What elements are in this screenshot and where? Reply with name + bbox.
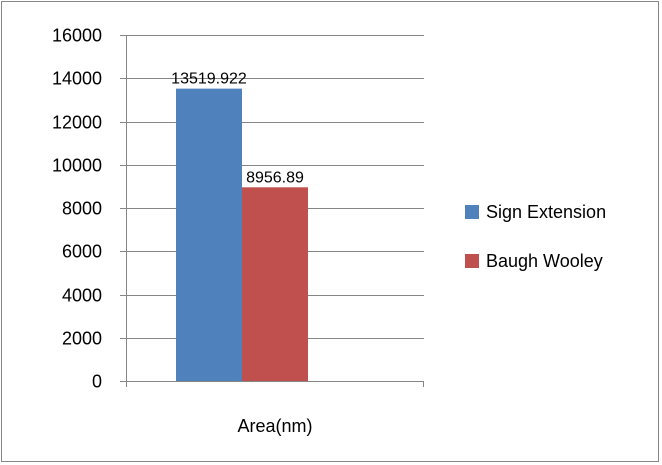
bar-baugh-wooley (242, 187, 308, 381)
y-tick-label: 10000 (52, 156, 102, 176)
legend-label: Sign Extension (486, 202, 606, 222)
y-tick-label: 2000 (62, 329, 102, 349)
x-category-label: Area(nm) (237, 416, 312, 436)
y-tick-label: 0 (92, 372, 102, 392)
y-tick-label: 16000 (52, 26, 102, 46)
gridlines (126, 35, 424, 339)
legend: Sign Extension Baugh Wooley (465, 202, 606, 271)
x-category-labels: Area(nm) (237, 416, 312, 436)
y-tick-labels: 0 2000 4000 6000 8000 10000 12000 14000 16000 (52, 26, 102, 392)
legend-swatch (465, 254, 479, 268)
y-tick-label: 12000 (52, 113, 102, 133)
data-label: 8956.89 (246, 169, 304, 186)
legend-label: Baugh Wooley (486, 251, 603, 271)
legend-swatch (465, 205, 479, 219)
y-tick-label: 8000 (62, 199, 102, 219)
y-tick-label: 4000 (62, 286, 102, 306)
y-tick-label: 6000 (62, 242, 102, 262)
y-tick-label: 14000 (52, 69, 102, 89)
data-labels: 13519.922 8956.89 (171, 71, 304, 187)
data-label: 13519.922 (171, 71, 247, 88)
bars (176, 88, 308, 381)
axes (120, 35, 424, 387)
bar-sign-extension (176, 88, 242, 381)
